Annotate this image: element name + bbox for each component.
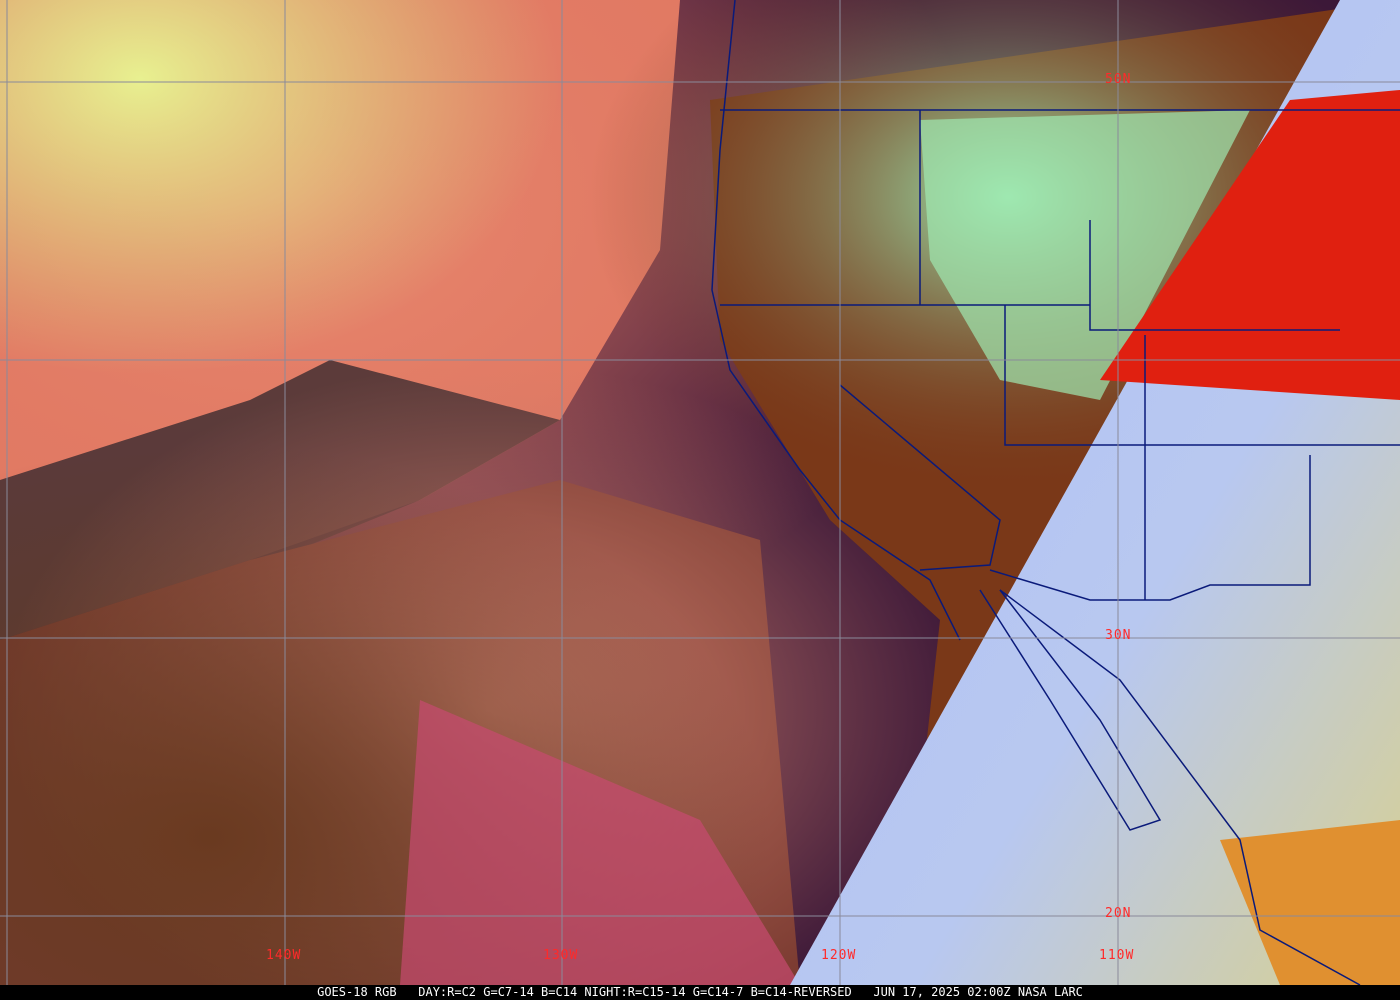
longitude-label-120w: 120W	[821, 948, 857, 963]
latitude-label-50n: 50N	[1105, 72, 1132, 87]
political-borders	[711, 0, 1400, 985]
longitude-label-110w: 110W	[1099, 948, 1135, 963]
latitude-label-20n: 20N	[1105, 906, 1132, 921]
longitude-label-140w: 140W	[266, 948, 302, 963]
image-caption: GOES-18 RGB DAY:R=C2 G=C7-14 B=C14 NIGHT…	[0, 985, 1400, 1000]
longitude-label-130w: 130W	[543, 948, 579, 963]
latitude-label-30n: 30N	[1105, 628, 1132, 643]
